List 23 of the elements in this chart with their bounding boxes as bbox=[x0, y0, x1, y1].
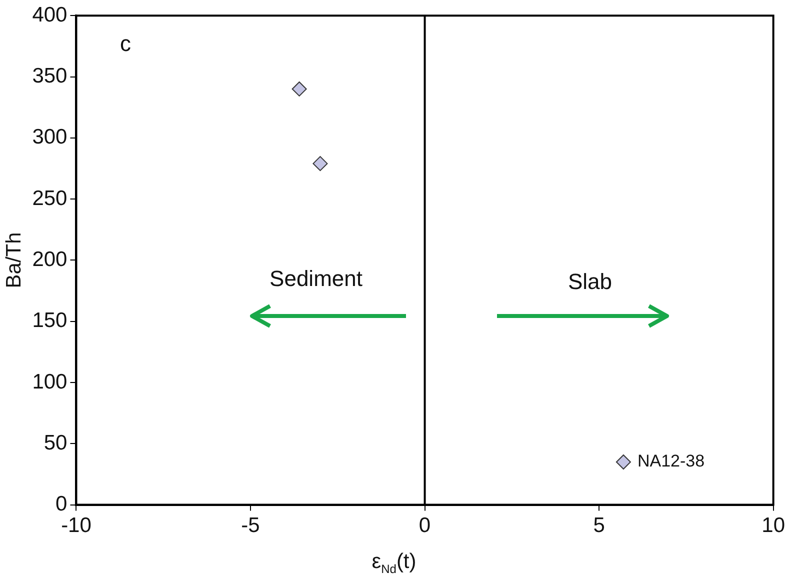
point bbox=[312, 156, 328, 172]
y-tick-label: 0 bbox=[56, 492, 68, 516]
y-tick-label: 150 bbox=[32, 309, 68, 332]
annotation: NA12-38 bbox=[637, 452, 705, 471]
y-axis-title: Ba/Th bbox=[2, 232, 26, 288]
x-tick-label: -5 bbox=[241, 514, 260, 538]
y-tick-label: 300 bbox=[32, 126, 68, 149]
y-tick-label: 250 bbox=[32, 186, 68, 210]
x-tick-label: 0 bbox=[418, 514, 431, 538]
y-tick-label: 400 bbox=[32, 3, 68, 26]
y-tick-label: 100 bbox=[32, 370, 68, 394]
annotation: Slab bbox=[568, 269, 612, 294]
y-tick-label: 350 bbox=[32, 64, 68, 88]
point bbox=[616, 454, 631, 470]
y-tick-label: 50 bbox=[44, 431, 68, 454]
x-tick-label: 10 bbox=[762, 514, 785, 538]
x-axis-title: ε$_{Nd}$(t) bbox=[370, 550, 418, 576]
point bbox=[292, 81, 307, 96]
y-tick-label: 200 bbox=[32, 248, 68, 271]
annotation: c bbox=[120, 31, 131, 56]
x-tick-label: 5 bbox=[593, 514, 605, 538]
x-tick-label: -10 bbox=[61, 514, 92, 538]
annotation: Sediment bbox=[270, 266, 362, 292]
